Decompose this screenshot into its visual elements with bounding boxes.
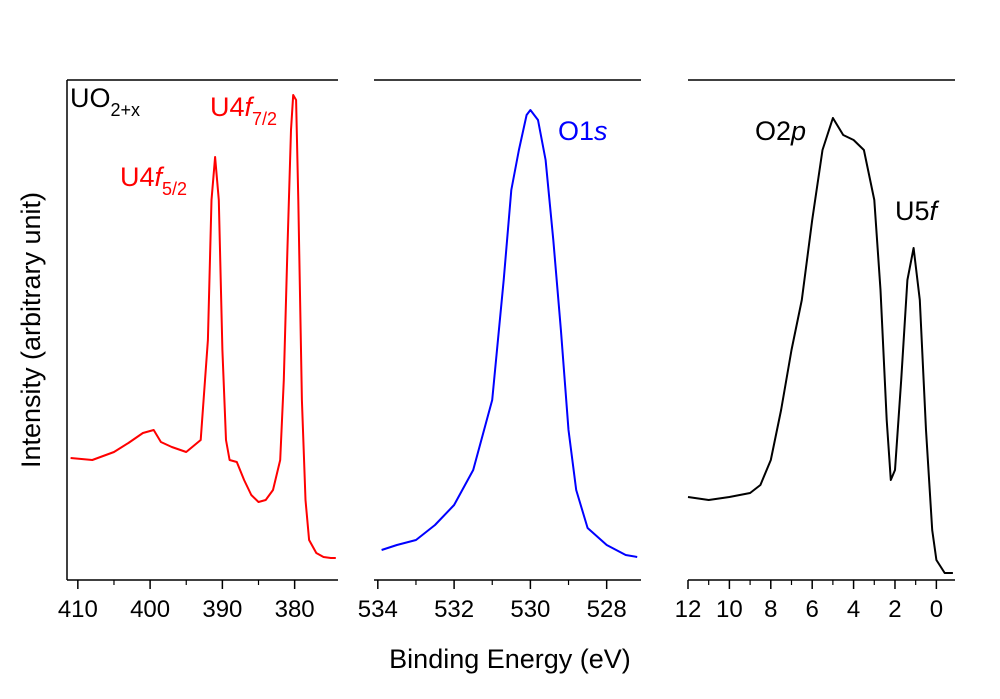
annotation-part: 5/2 <box>162 179 187 199</box>
annotation: U4f5/2 <box>120 162 187 199</box>
annotation-part: f <box>155 162 165 192</box>
annotation-part: f <box>245 92 255 122</box>
x-tick-label: 4 <box>847 596 860 623</box>
annotation-part: U4 <box>120 162 155 192</box>
x-tick-label: 410 <box>58 596 98 623</box>
annotation-part: U4 <box>210 92 245 122</box>
annotation: O2p <box>755 116 806 146</box>
x-tick-label: 534 <box>358 596 398 623</box>
x-tick-label: 8 <box>764 596 777 623</box>
annotation: UO2+x <box>70 83 140 120</box>
x-tick-label: 400 <box>130 596 170 623</box>
annotation-part: O1 <box>558 116 594 146</box>
x-axis-title: Binding Energy (eV) <box>389 644 631 674</box>
annotation-part: UO <box>70 83 111 113</box>
x-tick-label: 380 <box>275 596 315 623</box>
annotation-part: s <box>594 116 608 146</box>
annotation-part: O2 <box>755 116 791 146</box>
annotation-part: U5 <box>895 196 930 226</box>
annotation-part: 2+x <box>111 100 141 120</box>
x-tick-label: 530 <box>510 596 550 623</box>
x-tick-label: 390 <box>202 596 242 623</box>
spectrum-line <box>381 109 638 558</box>
x-tick-label: 10 <box>716 596 743 623</box>
annotation: U4f7/2 <box>210 92 277 129</box>
x-tick-label: 0 <box>930 596 943 623</box>
x-tick-label: 12 <box>675 596 702 623</box>
annotation-part: p <box>790 116 806 146</box>
annotation: O1s <box>558 116 608 146</box>
spectrum-line <box>70 94 336 559</box>
x-tick-label: 532 <box>434 596 474 623</box>
annotation-part: f <box>930 196 940 226</box>
spectrum-line <box>687 117 953 574</box>
annotation-part: 7/2 <box>252 109 277 129</box>
annotation: U5f <box>895 196 940 226</box>
y-axis-title: Intensity (arbitrary unit) <box>16 192 46 468</box>
x-tick-label: 528 <box>587 596 627 623</box>
x-tick-label: 6 <box>806 596 819 623</box>
x-tick-label: 2 <box>888 596 901 623</box>
